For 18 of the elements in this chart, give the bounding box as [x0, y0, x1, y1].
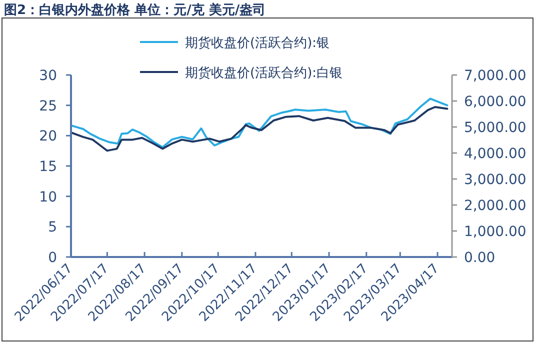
y-tick-label: 25 [39, 98, 57, 114]
y2-tick-label: 0.00 [464, 250, 496, 266]
y2-tick-label: 4,000.00 [464, 146, 526, 162]
y-tick-label: 0 [48, 250, 57, 266]
y-tick-label: 15 [39, 159, 57, 175]
y-tick-label: 30 [39, 68, 57, 84]
chart-title: 图2：白银内外盘价格 单位：元/克 美元/盎司 [4, 2, 266, 18]
legend-label: 期货收盘价(活跃合约):白银 [185, 66, 343, 81]
y2-tick-label: 6,000.00 [464, 94, 526, 110]
y-tick-label: 10 [39, 189, 57, 206]
y2-tick-label: 7,000.00 [464, 68, 526, 84]
y2-tick-label: 5,000.00 [464, 120, 526, 136]
y2-tick-label: 1,000.00 [464, 224, 526, 240]
legend-label: 期货收盘价(活跃合约):银 [185, 36, 330, 51]
y-tick-label: 5 [48, 220, 57, 236]
y2-tick-label: 3,000.00 [464, 172, 526, 188]
y-tick-label: 20 [39, 128, 57, 145]
y2-tick-label: 2,000.00 [464, 198, 526, 214]
